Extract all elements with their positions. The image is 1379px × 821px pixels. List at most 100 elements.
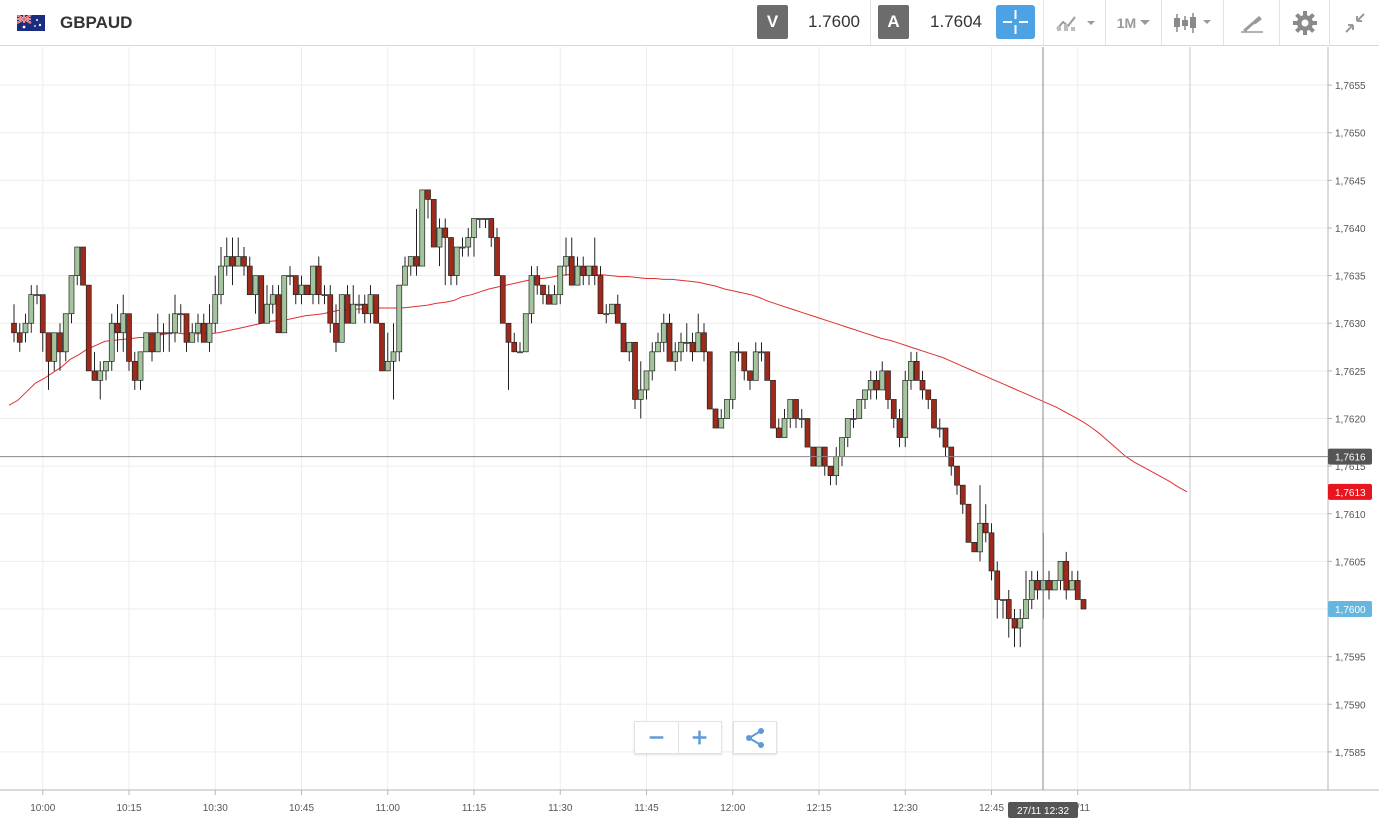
settings-button[interactable] <box>1279 0 1330 46</box>
candle-body <box>321 294 328 297</box>
last-price-badge: 1,7600 <box>1328 601 1372 618</box>
candle-body <box>936 427 943 430</box>
candle-body <box>482 218 489 220</box>
candle-body <box>591 265 598 276</box>
x-tick-label: 12:30 <box>893 803 918 814</box>
candle <box>919 370 926 400</box>
ma-price-badge-bg <box>1328 483 1372 500</box>
candle <box>982 504 989 543</box>
candle-body <box>729 351 736 400</box>
candle-body <box>407 256 414 267</box>
candle-body <box>160 332 167 335</box>
candle-body <box>154 332 161 353</box>
candle-body <box>793 399 799 419</box>
candle <box>350 285 357 324</box>
chart-type-line-button[interactable] <box>1043 0 1106 46</box>
candle-style-button[interactable] <box>1161 0 1224 46</box>
candle <box>729 351 736 409</box>
candle <box>74 246 81 286</box>
candle-body <box>844 418 851 438</box>
zoom-in-icon[interactable] <box>679 722 721 753</box>
candle <box>361 294 368 324</box>
timeframe-button[interactable]: 1M <box>1105 0 1162 46</box>
buy-label[interactable]: A <box>878 5 909 39</box>
candle <box>189 323 196 343</box>
candle <box>844 418 851 448</box>
candle <box>672 342 679 371</box>
collapse-button[interactable] <box>1329 0 1379 46</box>
candle-body <box>304 284 311 296</box>
candle <box>281 275 288 334</box>
candle-body <box>22 322 29 334</box>
candle <box>551 285 558 305</box>
candle <box>494 227 500 276</box>
candle <box>269 285 276 314</box>
candle-body <box>269 294 276 305</box>
candle-body <box>114 322 121 334</box>
candle <box>758 342 765 362</box>
candle <box>614 294 621 324</box>
candle-body <box>701 332 707 353</box>
candle-body <box>988 532 995 572</box>
candle-body <box>143 332 150 353</box>
sell-label[interactable]: V <box>757 5 788 39</box>
candle <box>1051 580 1058 591</box>
candle-body <box>131 360 138 381</box>
candle <box>839 437 845 467</box>
candle <box>580 256 587 286</box>
candle <box>643 370 650 400</box>
buy-price[interactable]: 1.7604 <box>930 12 982 31</box>
candle-body <box>862 389 868 400</box>
candle <box>540 284 546 305</box>
candle <box>367 285 374 324</box>
candle-body <box>770 380 776 429</box>
candle <box>896 408 903 448</box>
candle-body <box>603 313 610 316</box>
candle <box>683 323 690 352</box>
candle-body <box>85 284 92 372</box>
chart-grid <box>0 47 1328 790</box>
zoom-out-icon[interactable] <box>635 722 678 753</box>
sell-price[interactable]: 1.7600 <box>808 12 860 31</box>
candle <box>223 237 230 276</box>
candle-body <box>586 265 592 276</box>
candle-body <box>643 370 650 391</box>
candle-body <box>212 294 219 324</box>
price-separator <box>870 0 871 46</box>
candle-body <box>925 389 932 400</box>
crosshair-button[interactable] <box>996 5 1035 39</box>
candle <box>97 361 104 400</box>
drawing-tools-button[interactable] <box>1223 0 1280 46</box>
candle-body <box>275 294 282 334</box>
candle-body <box>545 294 552 305</box>
candles-layer <box>11 189 1087 648</box>
candle-body <box>1057 561 1064 581</box>
candle <box>235 237 242 267</box>
candle-body <box>68 275 75 315</box>
candle <box>994 561 1001 619</box>
candle-body <box>373 294 380 324</box>
y-tick-label: 1,7610 <box>1335 510 1366 521</box>
candle <box>310 265 316 305</box>
candle <box>563 237 569 276</box>
candle-body <box>367 294 374 315</box>
candle <box>862 389 868 409</box>
candle <box>620 322 627 353</box>
candle-body <box>126 313 132 362</box>
candle-body <box>908 360 914 381</box>
candle-body <box>402 265 408 286</box>
zoom-divider <box>678 722 679 753</box>
line-chart-icon <box>1056 16 1095 31</box>
candle-body <box>97 370 104 381</box>
candle-body <box>781 418 788 438</box>
candle <box>867 370 874 400</box>
y-tick-label: 1,7625 <box>1335 367 1366 378</box>
candle <box>200 313 207 343</box>
candle <box>22 313 29 343</box>
candle-body <box>804 418 811 448</box>
share-button[interactable] <box>733 721 777 754</box>
candle-body <box>706 351 713 410</box>
gear-icon <box>1293 11 1317 35</box>
candle <box>419 189 426 267</box>
